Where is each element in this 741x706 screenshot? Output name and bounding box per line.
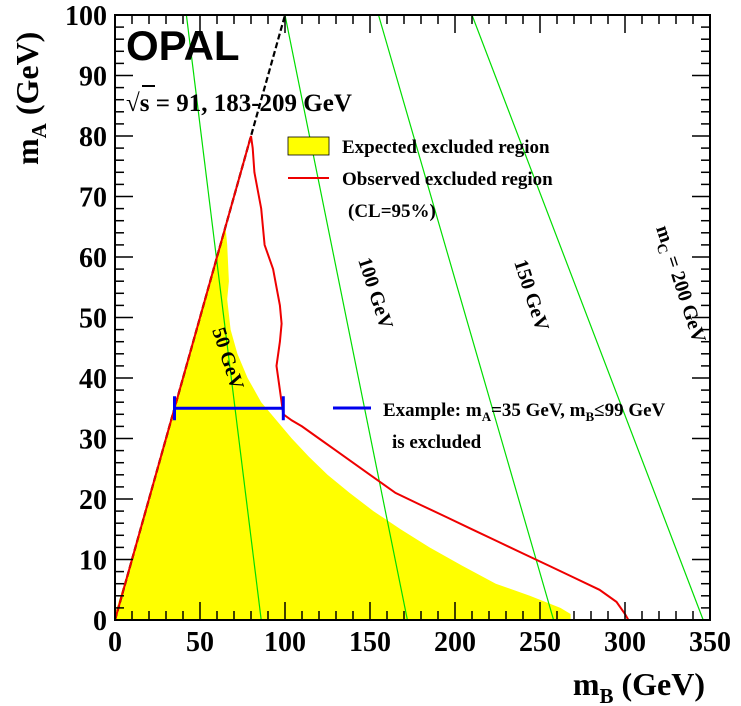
mc-contour-line-3 (471, 15, 704, 620)
x-tick-label: 350 (689, 627, 731, 658)
energy-label: √s = 91, 183-209 GeV (126, 90, 352, 117)
example-annotation: Example: mA=35 GeV, mB≤99 GeV is exclude… (333, 400, 666, 453)
observed-boundary-line (115, 135, 630, 620)
expected-excluded-area (115, 226, 571, 620)
example-bar (173, 396, 285, 421)
energy-label-group: √s = 91, 183-209 GeV (126, 85, 352, 117)
legend: Expected excluded region Observed exclud… (287, 136, 553, 222)
y-tick-label: 70 (79, 183, 107, 214)
example-text-line1: Example: mA=35 GeV, mB≤99 GeV (383, 400, 666, 424)
y-tick-label: 10 (79, 546, 107, 577)
y-axis-tick-labels: 0 10 20 30 40 50 60 70 80 90 100 (65, 1, 107, 637)
x-axis-tick-labels: 0 50 100 150 200 250 300 350 (108, 627, 731, 658)
mc-contour-line-1 (284, 15, 408, 620)
x-tick-label: 200 (434, 627, 476, 658)
y-tick-label: 90 (79, 62, 107, 93)
x-tick-label: 300 (604, 627, 646, 658)
y-axis-ticks (115, 14, 710, 621)
y-tick-label: 100 (65, 1, 107, 32)
x-tick-label: 150 (349, 627, 391, 658)
mc-contour-lines (185, 15, 704, 620)
x-tick-label: 50 (186, 627, 214, 658)
legend-expected-swatch (287, 136, 330, 156)
example-text-line2: is excluded (392, 432, 482, 453)
y-tick-label: 80 (79, 122, 107, 153)
y-tick-label: 0 (93, 606, 107, 637)
y-tick-label: 40 (79, 364, 107, 395)
mc-contour-line-0 (185, 15, 262, 620)
legend-observed-label: Observed excluded region (342, 169, 553, 190)
x-tick-label: 250 (519, 627, 561, 658)
x-tick-label: 0 (108, 627, 122, 658)
y-tick-label: 60 (79, 243, 107, 274)
y-tick-label: 20 (79, 485, 107, 516)
y-tick-label: 30 (79, 425, 107, 456)
mc-contour-line-2 (377, 15, 555, 620)
y-tick-label: 50 (79, 304, 107, 335)
y-axis-title: mA(GeV) (9, 32, 51, 165)
x-tick-label: 100 (264, 627, 306, 658)
legend-cl-label: (CL=95%) (348, 201, 436, 222)
x-axis-title: mB (GeV) (573, 666, 705, 706)
x-axis-ticks (114, 15, 711, 620)
legend-expected-label: Expected excluded region (342, 137, 550, 158)
experiment-label: OPAL (126, 22, 240, 69)
